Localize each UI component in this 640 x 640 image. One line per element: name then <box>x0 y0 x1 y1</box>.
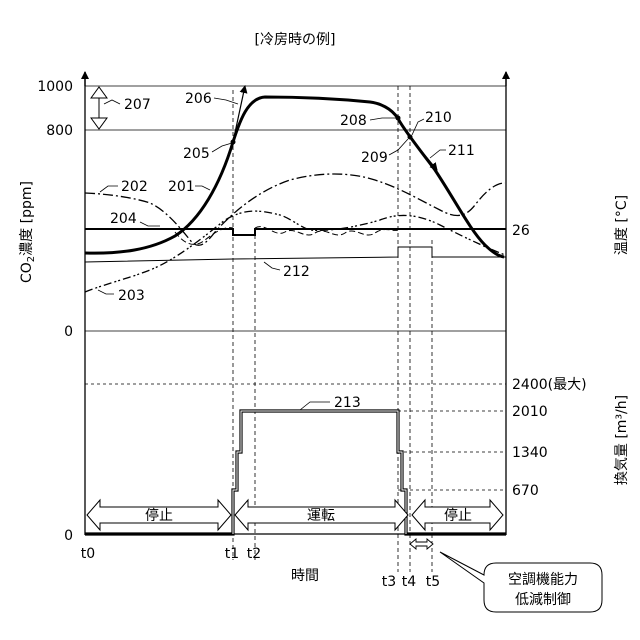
arrow-211 <box>410 137 437 170</box>
leader-208 <box>370 118 396 120</box>
tick-t3: t3 <box>382 574 396 590</box>
leader-202 <box>100 186 118 192</box>
flow-tick-2400: 2400(最大) <box>512 377 587 393</box>
ref-209: 209 <box>361 150 388 166</box>
flow-axis-label: 換気量 [m³/h] <box>614 395 630 485</box>
range-arrow-207-top <box>91 87 107 98</box>
ref-205: 205 <box>183 146 210 162</box>
state-run-label: 運転 <box>307 508 335 524</box>
ref-210: 210 <box>425 110 452 126</box>
leader-212 <box>264 262 280 270</box>
flow-tick-1340: 1340 <box>512 445 548 461</box>
state-stop1-label: 停止 <box>145 507 173 524</box>
ref-212: 212 <box>283 264 310 280</box>
ref-203: 203 <box>118 288 145 304</box>
leader-210 <box>412 119 424 135</box>
callout-line2: 低減制御 <box>515 591 571 608</box>
state-stop2-label: 停止 <box>444 507 472 524</box>
point-205 <box>231 140 236 145</box>
temp-tick-26: 26 <box>512 223 530 239</box>
co2-axis-label-suffix: 濃度 [ppm] <box>19 181 35 256</box>
leader-203 <box>98 290 114 294</box>
tick-t1: t1 <box>225 546 239 562</box>
tick-t5: t5 <box>426 574 440 590</box>
chart-title: [冷房時の例] <box>255 32 336 48</box>
range-arrow-207-bottom <box>91 118 107 129</box>
leader-204 <box>140 222 160 226</box>
ref-208: 208 <box>340 113 367 129</box>
ref-202: 202 <box>121 179 148 195</box>
curve-room-temp-control <box>255 227 398 235</box>
tick-t4: t4 <box>402 574 416 590</box>
leader-207 <box>104 100 120 104</box>
curve-202-outdoor-temp <box>85 174 505 245</box>
ref-207: 207 <box>124 97 151 113</box>
time-axis-label: 時間 <box>291 568 319 584</box>
temp-axis-label: 温度 [°C] <box>614 195 630 255</box>
co2-axis-label: CO2濃度 [ppm] <box>19 181 37 283</box>
co2-tick-800: 800 <box>46 123 73 139</box>
co2-tick-0: 0 <box>64 324 73 340</box>
flow-tick-2010: 2010 <box>512 404 548 420</box>
point-208 <box>396 116 401 121</box>
leader-209 <box>389 139 408 155</box>
tick-t0: t0 <box>81 546 95 562</box>
flow-tick-0: 0 <box>64 528 73 544</box>
ref-201: 201 <box>168 179 195 195</box>
co2-axis-label-prefix: CO <box>19 262 35 283</box>
ref-211: 211 <box>448 143 475 159</box>
ref-213: 213 <box>334 395 361 411</box>
callout-line1: 空調機能力 <box>508 572 578 588</box>
co2-tick-1000: 1000 <box>37 79 73 95</box>
leader-201 <box>195 186 210 190</box>
reduction-period-arrow <box>410 539 433 549</box>
leader-213 <box>300 402 330 410</box>
line-204-setpoint <box>85 229 506 235</box>
ref-204: 204 <box>110 211 137 227</box>
ref-206: 206 <box>185 91 212 107</box>
leader-211 <box>430 150 446 158</box>
leader-206 <box>214 98 238 104</box>
tick-t2: t2 <box>247 546 261 562</box>
line-212 <box>85 247 506 262</box>
flow-tick-670: 670 <box>512 483 539 499</box>
